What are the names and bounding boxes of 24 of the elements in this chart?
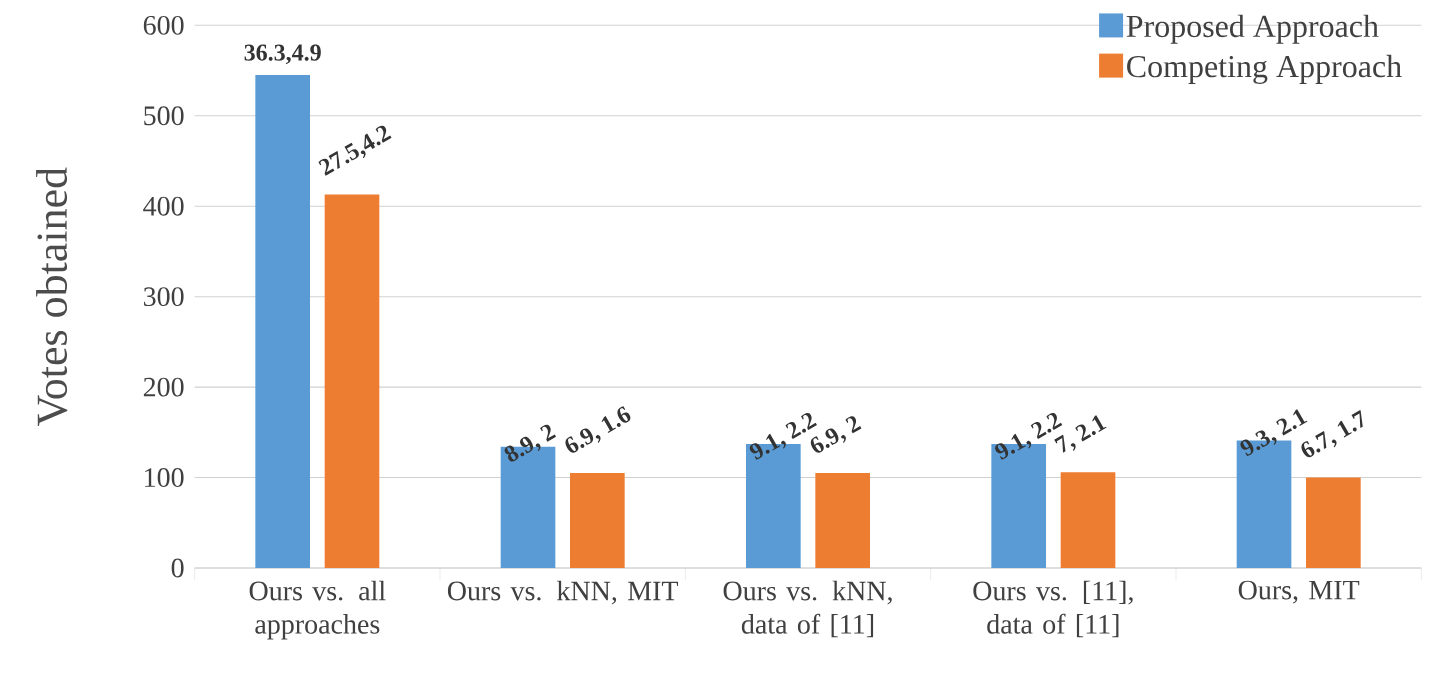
bar [815, 473, 870, 568]
y-axis-title: Votes obtained [36, 167, 68, 426]
legend-label: Proposed Approach [1126, 14, 1379, 44]
bar [1060, 472, 1116, 568]
x-tick-label: Ours vs. all approaches [249, 580, 386, 640]
y-tick-label: 100 [145, 468, 184, 487]
y-tick-label: 200 [143, 377, 184, 397]
bar [255, 75, 310, 568]
y-tick-label: 400 [143, 196, 184, 216]
annotation: 6.9, 1.6 [565, 406, 631, 453]
legend-label: Competing Approach [1127, 54, 1402, 84]
y-tick-label: 0 [171, 558, 184, 578]
bar [570, 473, 625, 568]
x-tick-label: Ours vs. [11], data of [11] [973, 580, 1133, 638]
annotation: 36.3,4.9 [244, 44, 321, 65]
bar [324, 194, 380, 568]
x-tick-label: Ours vs. kNN, MIT [447, 580, 679, 605]
y-tick-label: 600 [143, 15, 184, 35]
x-tick-label: Ours vs. kNN, data of [11] [723, 580, 892, 638]
x-tick-label: Ours, MIT [1238, 580, 1360, 604]
bar [1306, 477, 1361, 568]
annotation: 8.9, 2 [504, 424, 557, 462]
y-tick-label: 300 [143, 287, 184, 307]
y-tick-label: 500 [144, 106, 184, 126]
